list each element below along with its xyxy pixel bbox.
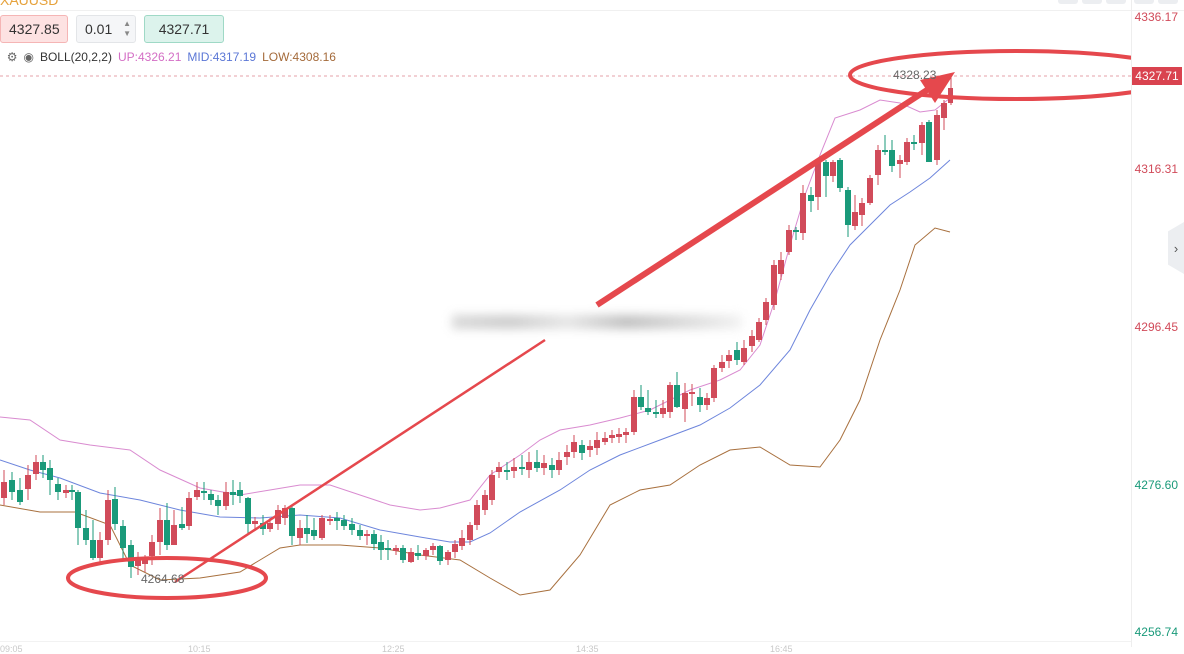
sell-button[interactable]: 4327.85: [0, 15, 68, 43]
candles: [1, 75, 953, 578]
toolbar-button[interactable]: [1106, 0, 1126, 4]
price-label: 4336.17: [1134, 10, 1178, 24]
buy-price: 4327.71: [158, 21, 210, 37]
toolbar-button[interactable]: [1158, 0, 1178, 4]
collapse-icon[interactable]: ⟨: [0, 50, 1, 64]
settings-icon[interactable]: ⚙: [6, 50, 18, 64]
time-label: 14:35: [576, 644, 599, 654]
trend-arrow-thin: [174, 338, 546, 584]
time-label: 10:15: [188, 644, 211, 654]
boll-mid-value: MID:4317.19: [187, 50, 257, 64]
high-marker-text: 4328.23: [893, 68, 937, 82]
time-label: 16:45: [770, 644, 793, 654]
indicator-legend: ⟨ ⚙ ◉ BOLL(20,2,2) UP:4326.21 MID:4317.1…: [0, 50, 336, 64]
lot-size-input[interactable]: 0.01 ▲ ▼: [76, 15, 136, 43]
indicator-name: BOLL(20,2,2): [39, 50, 112, 64]
trend-arrow-thick: [595, 85, 932, 308]
toolbar-button[interactable]: [1134, 0, 1154, 4]
candlestick-chart[interactable]: 4328.23 4264.68: [0, 0, 1131, 641]
buy-button[interactable]: 4327.71: [144, 15, 224, 43]
low-ellipse: [66, 556, 268, 600]
boll-up-value: UP:4326.21: [117, 50, 182, 64]
arrow-head-icon: [920, 72, 955, 103]
visibility-eye-icon[interactable]: ◉: [23, 50, 34, 64]
lot-stepper-icon[interactable]: ▲ ▼: [123, 19, 131, 38]
price-label: 4316.31: [1134, 162, 1178, 176]
low-marker-text: 4264.68: [141, 572, 185, 586]
time-axis: [0, 641, 1131, 648]
time-label: 12:25: [382, 644, 405, 654]
boll-low-value: LOW:4308.16: [262, 50, 336, 64]
price-label: 4296.45: [1134, 320, 1178, 334]
price-label: 4276.60: [1134, 478, 1178, 492]
expand-panel-chevron-icon[interactable]: ›: [1168, 222, 1184, 274]
symbol-title: XAUUSD: [0, 0, 59, 8]
top-toolbar-strip: XAUUSD: [0, 0, 1184, 11]
watermark: [452, 305, 742, 339]
boll-mid-line: [0, 159, 951, 543]
price-axis-divider: [1131, 0, 1132, 647]
trade-panel: 4327.85 0.01 ▲ ▼ 4327.71: [0, 14, 224, 44]
sell-price: 4327.85: [9, 21, 60, 37]
boll-upper-line: [0, 97, 951, 511]
time-label: 09:05: [0, 644, 23, 654]
toolbar-button[interactable]: [1082, 0, 1102, 4]
last-price-badge: 4327.71: [1132, 67, 1182, 85]
toolbar-button[interactable]: [1058, 0, 1078, 4]
price-label: 4256.74: [1134, 625, 1178, 639]
lot-size-value: 0.01: [85, 21, 113, 37]
high-ellipse: [848, 49, 1131, 101]
